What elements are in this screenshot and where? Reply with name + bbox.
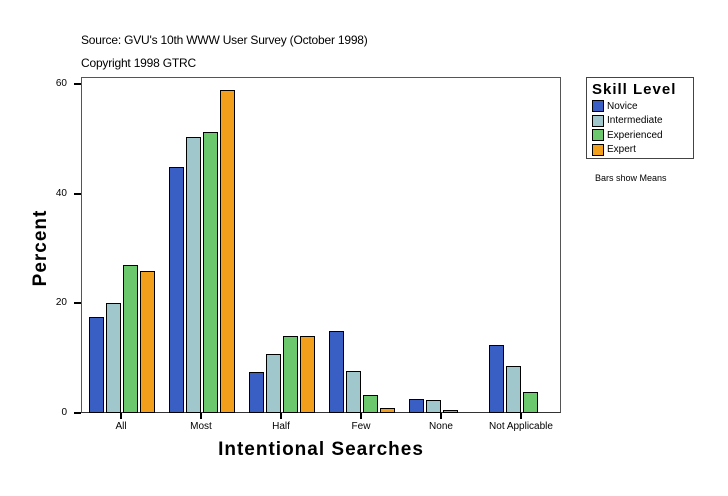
bar-intermediate-most	[186, 136, 201, 413]
bar-novice-half	[249, 371, 264, 413]
bar-novice-none	[409, 398, 424, 413]
x-tick-label: Few	[351, 421, 371, 432]
x-tick-label: Not Applicable	[489, 421, 553, 432]
x-tick-label: All	[115, 421, 127, 432]
x-tick	[120, 413, 122, 419]
x-tick	[520, 413, 522, 419]
x-tick-label: Half	[272, 421, 290, 432]
y-tick	[74, 83, 81, 85]
x-tick	[440, 413, 442, 419]
bar-experienced-all	[123, 264, 138, 413]
bar-intermediate-none	[426, 399, 441, 413]
y-tick	[74, 302, 81, 305]
y-tick-label: 60	[55, 78, 67, 89]
legend: Skill Level Novice Intermediate Experience…	[586, 77, 694, 159]
bar-expert-most	[220, 90, 235, 413]
legend-swatch-icon	[592, 100, 604, 113]
bar-intermediate-all	[106, 302, 121, 413]
legend-swatch-icon	[592, 143, 604, 156]
y-axis-title: Percent	[30, 209, 51, 287]
bars-note: Bars show Means	[595, 173, 667, 183]
y-tick-label: 0	[61, 407, 67, 418]
source-caption: Source: GVU's 10th WWW User Survey (Octo…	[81, 33, 368, 47]
x-tick	[360, 413, 362, 419]
legend-label: Experienced	[607, 129, 663, 141]
y-tick-label: 40	[55, 187, 67, 199]
legend-title: Skill Level	[592, 81, 677, 98]
x-tick-label: None	[429, 421, 453, 432]
bar-experienced-none	[443, 410, 458, 413]
x-tick	[280, 413, 282, 419]
legend-item: Novice	[592, 99, 688, 114]
bar-novice-most	[169, 166, 184, 413]
legend-swatch-icon	[592, 129, 604, 142]
bar-novice-few	[329, 330, 344, 413]
x-tick	[200, 413, 202, 419]
legend-swatch-icon	[592, 114, 604, 127]
bar-intermediate-half	[266, 353, 281, 413]
legend-label: Expert	[607, 144, 636, 156]
x-tick-label: Most	[190, 421, 212, 432]
x-axis-title: Intentional Searches	[218, 439, 424, 460]
y-tick	[74, 412, 81, 414]
legend-label: Intermediate	[607, 115, 663, 127]
bar-novice-all	[89, 317, 104, 413]
bar-intermediate-not-applicable	[506, 365, 521, 413]
bar-expert-half	[300, 335, 315, 413]
bar-novice-not-applicable	[489, 345, 504, 413]
plot-area	[81, 77, 561, 413]
bar-expert-few	[380, 408, 395, 413]
bar-expert-all	[140, 270, 155, 413]
bar-experienced-few	[363, 394, 378, 413]
bar-experienced-half	[283, 335, 298, 413]
legend-label: Novice	[607, 100, 638, 112]
y-tick-label: 20	[55, 297, 67, 309]
y-tick	[74, 192, 81, 195]
copyright-caption: Copyright 1998 GTRC	[81, 56, 196, 70]
legend-item: Experienced	[592, 128, 688, 143]
bar-experienced-not-applicable	[523, 392, 538, 413]
legend-item: Expert	[592, 143, 688, 158]
bar-experienced-most	[203, 131, 218, 413]
legend-item: Intermediate	[592, 114, 688, 129]
bar-intermediate-few	[346, 370, 361, 413]
